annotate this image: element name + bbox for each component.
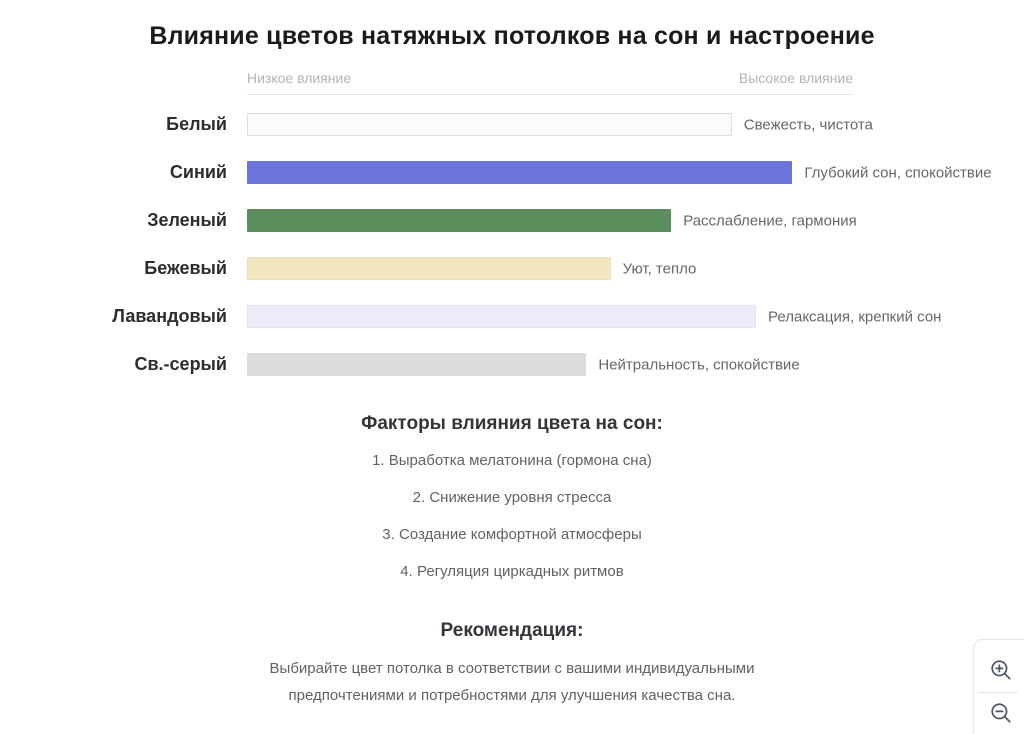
factor-item: 3. Создание комфортной атмосферы	[382, 526, 642, 543]
axis-label-high: Высокое влияние	[738, 70, 853, 86]
page-title: Влияние цветов натяжных потолков на сон …	[149, 22, 875, 50]
bar-annotation: Расслабление, гармония	[683, 212, 857, 229]
recommendation-heading: Рекомендация:	[440, 620, 584, 641]
recommendation-text: Выбирайте цвет потолка в соответствии с …	[269, 660, 755, 704]
bar	[247, 113, 732, 136]
bar-label: Св.-серый	[134, 354, 227, 374]
influence-axis: Низкое влияние Высокое влияние	[247, 70, 853, 95]
bar-annotation: Уют, тепло	[622, 260, 697, 277]
bar-annotation: Нейтральность, спокойствие	[598, 356, 800, 373]
bar	[247, 209, 672, 232]
zoom-in-button[interactable]	[987, 655, 1015, 687]
bar-track: Нейтральность, спокойствие	[247, 353, 853, 376]
chart-row: Синий Глубокий сон, спокойствие	[0, 161, 1024, 184]
recommendation-section: Рекомендация: Выбирайте цвет потолка в с…	[0, 620, 1024, 709]
axis-label-low: Низкое влияние	[247, 70, 352, 86]
bar-chart: Низкое влияние Высокое влияние Белый Свеж…	[0, 70, 1024, 376]
chart-row: Зеленый Расслабление, гармония	[0, 209, 1024, 232]
chart-row: Лавандовый Релаксация, крепкий сон	[0, 305, 1024, 328]
chart-row: Бежевый Уют, тепло	[0, 257, 1024, 280]
zoom-controls-panel	[973, 639, 1024, 734]
bar	[247, 161, 793, 184]
bar-track: Свежесть, чистота	[247, 113, 873, 136]
bar	[247, 353, 587, 376]
bar-annotation: Релаксация, крепкий сон	[768, 308, 942, 325]
factor-item: 4. Регуляция циркадных ритмов	[400, 563, 624, 580]
bar-label: Бежевый	[144, 258, 227, 278]
factor-item: 2. Снижение уровня стресса	[412, 489, 612, 506]
bar-label: Синий	[169, 162, 227, 182]
chart-rows: Белый Свежесть, чистота Синий Глубокий сон,…	[0, 113, 1024, 376]
bar-label: Белый	[166, 114, 227, 134]
bar-label: Лавандовый	[112, 306, 227, 326]
bar-label: Зеленый	[147, 210, 227, 230]
chart-row: Св.-серый Нейтральность, спокойствие	[0, 353, 1024, 376]
bar-annotation: Свежесть, чистота	[743, 116, 873, 133]
chart-row: Белый Свежесть, чистота	[0, 113, 1024, 136]
bar-track: Релаксация, крепкий сон	[247, 305, 941, 328]
bar	[247, 257, 611, 280]
zoom-out-button[interactable]	[987, 698, 1015, 730]
factors-section: Факторы влияния цвета на сон: 1. Выработ…	[0, 413, 1024, 580]
magnifier-plus-icon	[988, 657, 1014, 686]
factor-item: 1. Выработка мелатонина (гормона сна)	[372, 452, 652, 469]
bar-track: Глубокий сон, спокойствие	[247, 161, 992, 184]
axis-row: Низкое влияние Высокое влияние	[0, 70, 1024, 95]
zoom-panel-divider	[978, 692, 1018, 693]
factors-heading: Факторы влияния цвета на сон:	[361, 413, 663, 434]
factors-list: 1. Выработка мелатонина (гормона сна) 2. …	[0, 453, 1024, 580]
bar-track: Расслабление, гармония	[247, 209, 857, 232]
bar	[247, 305, 757, 328]
bar-annotation: Глубокий сон, спокойствие	[804, 164, 992, 181]
magnifier-minus-icon	[988, 700, 1014, 729]
bar-track: Уют, тепло	[247, 257, 853, 280]
